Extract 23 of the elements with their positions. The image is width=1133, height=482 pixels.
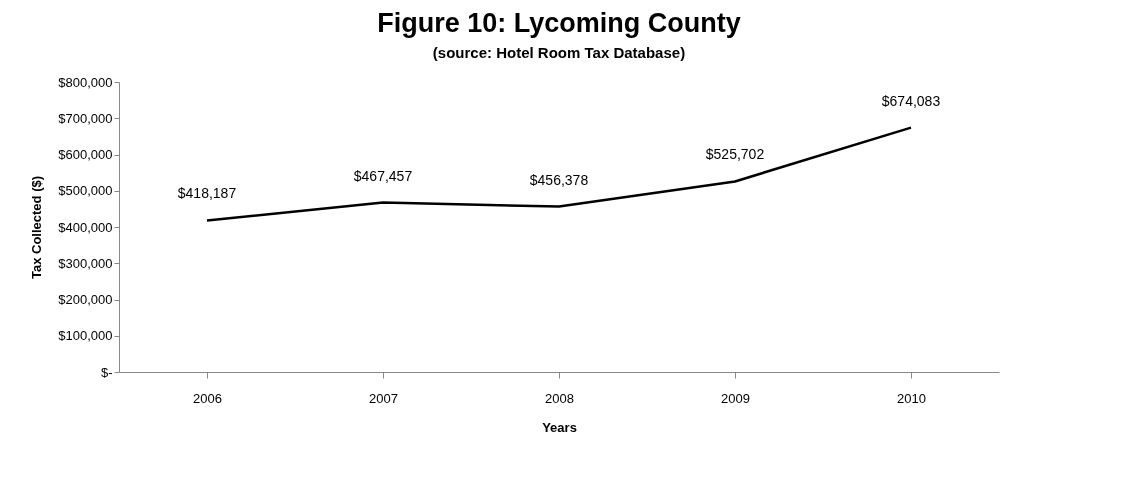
y-tick-label: $100,000	[58, 328, 113, 344]
text: $525,702	[705, 146, 765, 163]
x-tick-label: 2007	[369, 390, 398, 406]
y-tick-label: $500,000	[58, 183, 113, 199]
text: $456,378	[529, 171, 589, 188]
x-tick-label: 2008	[545, 390, 574, 406]
y-tick-label: $300,000	[58, 255, 113, 271]
text: $418,187	[177, 185, 237, 202]
y-tick-label: $700,000	[58, 110, 113, 126]
y-tick-label: $400,000	[58, 219, 113, 235]
x-tick-label: 2009	[721, 390, 750, 406]
y-tick-label: $200,000	[58, 292, 113, 307]
chart-title: Figure 10: Lycoming County	[377, 8, 741, 38]
text: $674,083	[881, 92, 941, 109]
y-tick-label: $-	[100, 364, 113, 380]
y-tick-label: $800,000	[58, 74, 113, 90]
x-tick-label: 2006	[193, 390, 222, 406]
x-tick-label: 2010	[897, 390, 926, 406]
chart-subtitle: (source: Hotel Room Tax Database)	[432, 44, 686, 61]
x-axis-title: Years	[542, 419, 577, 435]
y-tick-label: $600,000	[58, 147, 113, 162]
y-axis-title: Tax Collected ($)	[29, 175, 45, 280]
text: $467,457	[353, 167, 413, 184]
